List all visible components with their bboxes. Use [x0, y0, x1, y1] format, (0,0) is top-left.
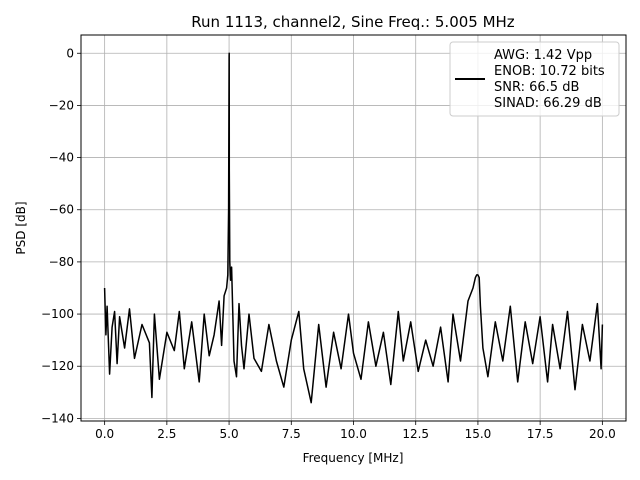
x-tick-label: 17.5 — [527, 427, 554, 441]
y-tick-label: −60 — [49, 203, 74, 217]
y-tick-label: 0 — [66, 46, 74, 60]
x-tick-label: 20.0 — [589, 427, 616, 441]
x-tick-label: 7.5 — [282, 427, 301, 441]
x-tick-label: 10.0 — [340, 427, 367, 441]
legend-line-awg: AWG: 1.42 Vpp — [494, 48, 592, 63]
legend: AWG: 1.42 Vpp ENOB: 10.72 bits SNR: 66.5… — [449, 41, 620, 117]
y-tick-label: −40 — [49, 151, 74, 165]
legend-line-snr: SNR: 66.5 dB — [494, 80, 579, 95]
psd-series-line — [103, 52, 604, 404]
x-tick-label: 0.0 — [95, 427, 114, 441]
y-tick-label: −80 — [49, 255, 74, 269]
y-tick-label: −100 — [41, 307, 74, 321]
x-axis-label: Frequency [MHz] — [303, 451, 404, 465]
y-tick-label: −140 — [41, 411, 74, 425]
x-tick-label: 2.5 — [157, 427, 176, 441]
chart-title: Run 1113, channel2, Sine Freq.: 5.005 MH… — [191, 13, 515, 31]
plot-area — [103, 52, 604, 404]
legend-line-enob: ENOB: 10.72 bits — [494, 64, 605, 79]
axes: 0.0 2.5 5.0 7.5 10.0 12.5 15.0 17.5 20.0 0 −20 −40 −… — [41, 46, 616, 441]
legend-box — [449, 41, 620, 117]
y-tick-label: −20 — [49, 98, 74, 112]
x-tick-label: 12.5 — [402, 427, 429, 441]
legend-line-sinad: SINAD: 66.29 dB — [494, 96, 602, 111]
y-axis-label: PSD [dB] — [14, 201, 28, 254]
x-tick-label: 15.0 — [465, 427, 492, 441]
x-tick-label: 5.0 — [220, 427, 239, 441]
y-tick-label: −120 — [41, 359, 74, 373]
plot-frame — [80, 34, 627, 422]
